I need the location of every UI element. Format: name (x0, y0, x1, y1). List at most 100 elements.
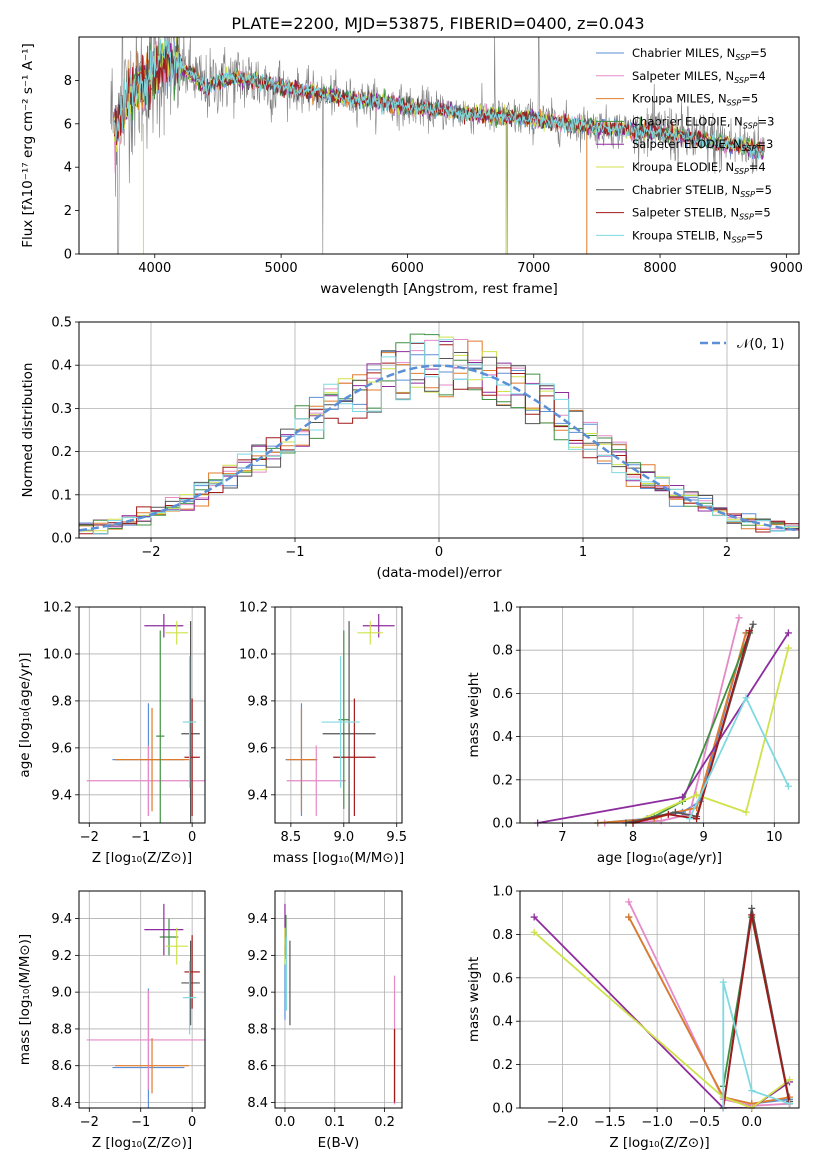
y-tick-label: 10.0 (43, 647, 72, 662)
mass-weight-line (722, 916, 791, 1102)
grid (79, 891, 205, 1108)
x-tick-label: 1 (579, 545, 587, 560)
x-tick-label: 9.0 (333, 830, 354, 845)
mass-weight-point (693, 815, 701, 823)
x-tick-label: −1 (131, 1115, 150, 1130)
mass-weight-line (597, 632, 747, 823)
mass-weight-point (784, 629, 792, 637)
x-axis-label: Z [log₁₀(Z/Z⊙)] (92, 850, 192, 866)
residuals-panel: −2 −1 0 1 2 0.0 0.1 0.2 0.3 0.4 0.5 (data-model)/er… (20, 316, 800, 581)
y-tick-label: 8.6 (51, 1059, 72, 1074)
axes-frame (78, 890, 206, 1109)
legend-entry: Kroupa ELODIE, NSSP=4 (632, 160, 766, 176)
x-tick-label: 9000 (770, 261, 803, 276)
mass-weight-line (627, 901, 790, 1107)
y-tick-label: 10.0 (239, 647, 268, 662)
y-tick-label: 0.2 (51, 445, 72, 460)
grid (79, 606, 205, 823)
axes-frame (78, 606, 206, 824)
y-tick-label: 0.3 (51, 402, 72, 417)
y-tick-label: 9.0 (51, 986, 72, 1001)
mass-weight-point (749, 620, 757, 628)
errorbar (156, 630, 165, 823)
mass-weight-line (722, 981, 790, 1108)
mass-weight-point (748, 911, 756, 919)
x-tick-label: −1 (285, 545, 304, 560)
y-tick-label: 8.6 (247, 1059, 268, 1074)
x-tick-label: 10 (766, 830, 783, 845)
errorbar (144, 903, 184, 956)
y-tick-label: 10.2 (43, 601, 72, 616)
legend-entry: Salpeter STELIB, NSSP=5 (632, 206, 771, 222)
x-tick-label: 8.5 (281, 830, 302, 845)
mass-weight-line (533, 931, 791, 1108)
errorbar (333, 698, 376, 816)
model-spectrum (113, 44, 764, 156)
legend-entry: Kroupa STELIB, NSSP=5 (632, 228, 763, 244)
x-axis-label: (data-model)/error (376, 565, 502, 581)
spectrum-panel: 4000 5000 6000 7000 8000 9000 0 2 4 6 8 wavelength … (20, 36, 803, 297)
axes-frame (519, 606, 800, 824)
errorbar (357, 621, 383, 645)
age-vs-mass-panel: 8.5 9.0 9.5 9.4 9.6 9.8 10.0 10.2 mass [log₁₀(M/… (239, 601, 407, 867)
y-tick-label: 8.8 (247, 1022, 268, 1037)
mass-weight-line (597, 632, 747, 823)
errorbar (115, 1038, 190, 1094)
x-tick-label: −2 (141, 545, 160, 560)
y-tick-label: 0.2 (492, 773, 513, 788)
grid (275, 606, 402, 823)
mass-weight-point (735, 614, 743, 622)
errorbar (182, 656, 197, 788)
panels: 4000 5000 6000 7000 8000 900002468wavelength … (17, 36, 803, 1151)
y-tick-label: 0.0 (492, 1102, 513, 1117)
errorbar (159, 918, 179, 956)
x-tick-label: −0.5 (689, 1115, 721, 1130)
x-tick-label: 0 (188, 1115, 196, 1130)
mass-weight-point (748, 904, 756, 912)
errorbar (144, 614, 184, 638)
mass-weight-point (693, 791, 701, 799)
x-tick-label: 8000 (644, 261, 677, 276)
y-tick-label: 8.4 (247, 1096, 268, 1111)
y-tick-label: 9.4 (51, 788, 72, 803)
y-tick-label: 0.6 (492, 971, 513, 986)
y-tick-label: 2 (64, 204, 72, 219)
x-tick-label: 2 (723, 545, 731, 560)
y-tick-label: 9.8 (51, 694, 72, 709)
mass-weight-line (628, 916, 790, 1105)
y-tick-label: 0.6 (492, 687, 513, 702)
axes-frame (78, 36, 800, 255)
y-tick-label: 8 (64, 74, 72, 89)
mass-weight-point (686, 815, 694, 823)
x-tick-label: 0 (188, 830, 196, 845)
y-tick-label: 8.8 (51, 1022, 72, 1037)
errorbar (184, 698, 200, 816)
errorbar (86, 990, 205, 1090)
y-tick-label: 9.4 (247, 788, 268, 803)
model-spectrum (113, 37, 764, 160)
y-axis-label: age [log₁₀(age/yr)] (17, 652, 33, 777)
y-tick-label: 0.4 (492, 730, 513, 745)
y-tick-label: 6 (64, 117, 72, 132)
mass-weight-point (530, 928, 538, 936)
x-tick-label: 9.5 (386, 830, 407, 845)
age-vs-Z-panel: −2 −1 0 9.4 9.6 9.8 10.0 10.2 Z [log₁₀(Z/Z⊙)] age… (17, 601, 206, 866)
mass-weight-line (533, 916, 791, 1108)
mass-vs-ebv-panel: 0.0 0.1 0.2 8.4 8.6 8.8 9.0 9.2 9.4 E(B-V) (247, 890, 403, 1151)
errorbar (115, 707, 190, 812)
errorbar (286, 745, 346, 816)
errorbar (362, 614, 395, 638)
y-tick-label: 9.6 (247, 741, 268, 756)
mass-weight-point (678, 793, 686, 801)
grid (520, 606, 799, 824)
grid (275, 891, 402, 1108)
legend-entry: Kroupa MILES, NSSP=5 (632, 92, 758, 108)
legend-entry: 𝒩(0, 1) (737, 337, 784, 352)
y-tick-label: 0.4 (51, 359, 72, 374)
errorbar (181, 940, 200, 1026)
x-tick-label: −2.0 (547, 1115, 579, 1130)
figure-title: PLATE=2200, MJD=53875, FIBERID=0400, z=0… (231, 14, 644, 33)
mass-weight-point (742, 808, 750, 816)
y-axis-label: mass [log₁₀(M/M⊙)] (17, 934, 33, 1065)
